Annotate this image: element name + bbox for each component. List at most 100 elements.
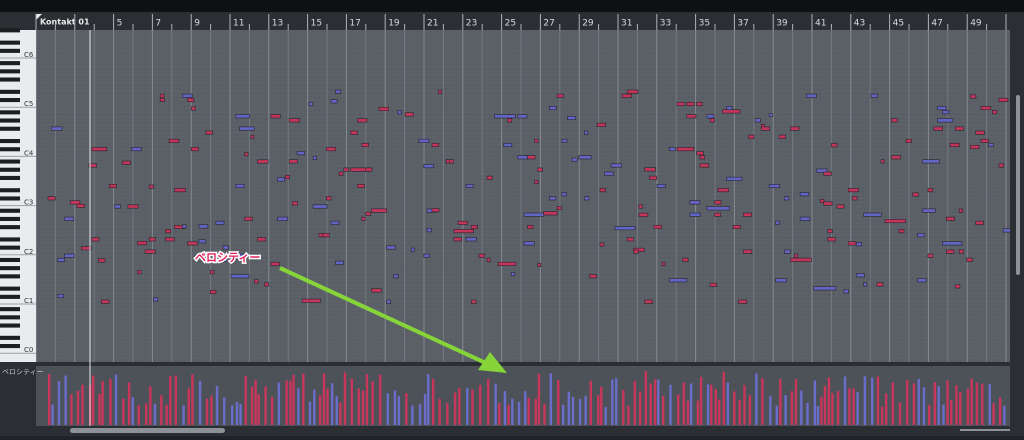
keyboard[interactable] [0, 30, 36, 362]
note [610, 163, 622, 168]
note [626, 237, 634, 242]
note [57, 257, 66, 262]
velocity-bar [339, 402, 342, 425]
velocity-bar [970, 378, 973, 425]
note [742, 212, 752, 217]
note [330, 99, 338, 104]
velocity-bar [836, 391, 840, 425]
note [165, 229, 172, 234]
horizontal-scrollbar[interactable] [0, 426, 1024, 436]
velocity-bar [677, 394, 680, 425]
velocity-bar [479, 384, 482, 425]
black-key [0, 89, 20, 94]
note [361, 143, 369, 148]
velocity-bar [343, 372, 347, 425]
velocity-bar [755, 373, 758, 425]
black-key [0, 274, 20, 279]
velocity-bar [57, 381, 61, 425]
note [790, 257, 812, 262]
note [823, 201, 833, 206]
note [470, 225, 478, 230]
velocity-bar [137, 405, 140, 425]
velocity-bar [891, 382, 894, 425]
note [891, 118, 898, 123]
note [393, 274, 399, 279]
note [775, 278, 787, 283]
note [182, 224, 187, 229]
velocity-bar [471, 389, 474, 425]
note [856, 273, 865, 278]
note [975, 220, 984, 225]
black-key [0, 126, 20, 131]
velocity-bar [653, 379, 657, 425]
velocity-bar [981, 383, 984, 425]
zoom-slider[interactable] [960, 429, 1010, 431]
note [644, 167, 656, 172]
note [418, 138, 430, 143]
velocity-bar [813, 380, 817, 425]
note [239, 126, 255, 131]
note [137, 241, 148, 246]
note [88, 163, 97, 168]
h-scroll-thumb[interactable] [70, 428, 225, 433]
note [870, 93, 879, 98]
note [653, 225, 662, 230]
note [638, 212, 649, 217]
note [794, 253, 799, 258]
velocity-bar [517, 401, 521, 425]
velocity-bar [169, 376, 172, 425]
velocity-bar [589, 380, 593, 425]
velocity-bar [661, 395, 665, 425]
velocity-bar [230, 405, 234, 425]
note [726, 176, 743, 181]
note [644, 299, 653, 304]
note [717, 188, 730, 193]
velocity-lane[interactable] [36, 366, 1010, 426]
note [816, 168, 828, 173]
velocity-bar [884, 393, 888, 425]
note [527, 155, 536, 160]
bar-number: 19 [388, 19, 400, 29]
velocity-bar [912, 383, 916, 425]
velocity-bar [733, 391, 736, 425]
ruler[interactable] [0, 12, 1024, 30]
pitch-label: C3 [24, 199, 33, 207]
note [706, 114, 715, 119]
velocity-bar [365, 374, 369, 425]
note [235, 114, 251, 119]
black-key [0, 61, 20, 66]
note [222, 245, 229, 250]
velocity-bar [881, 406, 884, 425]
scroll-thumb[interactable] [1016, 95, 1020, 275]
velocity-bar [942, 404, 945, 425]
note [198, 224, 209, 229]
note [905, 138, 912, 143]
black-key [0, 69, 20, 74]
bar-number: 31 [621, 19, 632, 29]
velocity-bar [427, 374, 430, 425]
note [686, 102, 695, 107]
note [205, 130, 213, 135]
note [98, 258, 106, 263]
note [556, 206, 562, 211]
note [330, 220, 340, 225]
note [742, 249, 753, 254]
velocity-bar [898, 402, 902, 425]
note [589, 274, 597, 279]
note [970, 144, 980, 149]
velocity-bar [722, 371, 725, 425]
black-key [0, 110, 20, 115]
velocity-bar [160, 395, 163, 425]
bar-number: 33 [660, 19, 671, 29]
note-grid[interactable] [36, 30, 1010, 362]
velocity-bar [527, 397, 530, 425]
note [927, 253, 934, 258]
note [47, 196, 56, 201]
velocity-bar [686, 400, 690, 425]
note [748, 134, 755, 139]
velocity-bar [567, 391, 571, 425]
note [486, 175, 493, 180]
bar-number: 7 [155, 19, 161, 29]
note [799, 216, 811, 221]
note [288, 118, 300, 123]
